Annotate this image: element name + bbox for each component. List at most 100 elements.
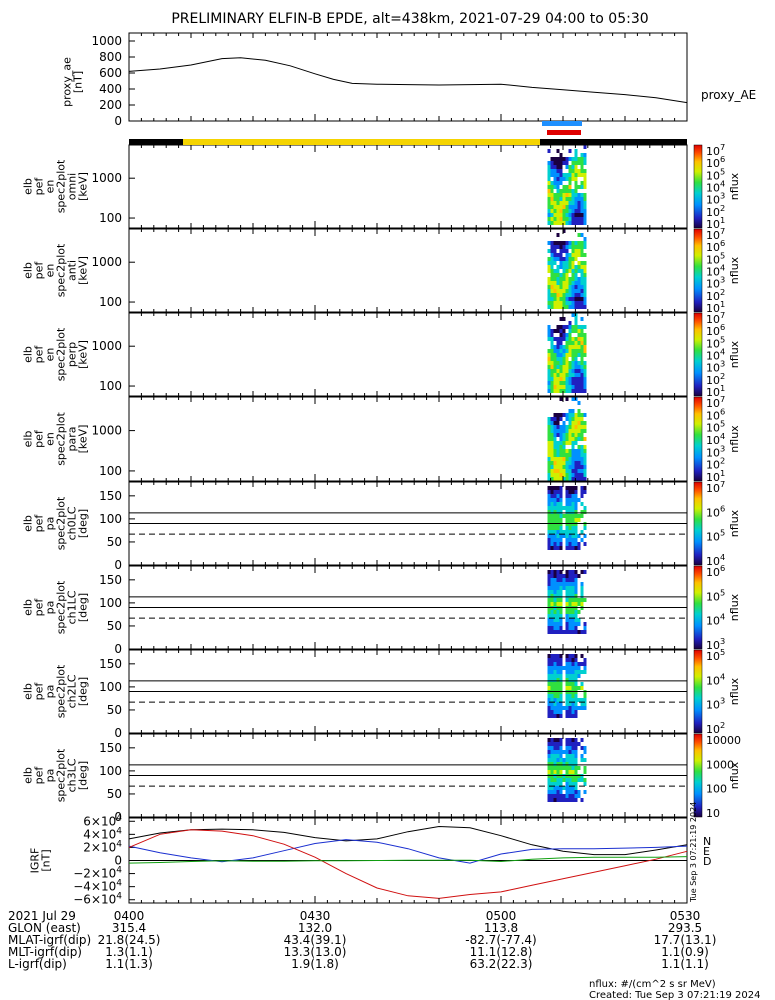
heatmap-cell [571,770,575,774]
heatmap-cell [556,618,560,622]
igrf-series-2 [128,829,688,899]
heatmap-cell [568,457,572,461]
heatmap-cell [547,197,551,201]
heatmap-cell [562,325,566,329]
heatmap-cell [550,289,554,293]
heatmap-cell [574,694,578,698]
heatmap-cell [574,510,578,514]
heatmap-cell [571,213,575,217]
heatmap-cell [553,369,557,373]
heatmap-cell [559,578,563,582]
heatmap-cell [547,738,551,742]
heatmap-cell [562,205,566,209]
heatmap-cell [550,542,554,546]
heatmap-cell [583,770,587,774]
heatmap-cell [562,157,566,161]
heatmap-cell [580,337,584,341]
heatmap-cell [565,325,569,329]
heatmap-cell [568,574,572,578]
heatmap-cell [565,494,569,498]
heatmap-cell [565,353,569,357]
heatmap-cell [571,502,575,506]
heatmap-cell [568,674,572,678]
heatmap-cell [559,658,563,662]
heatmap-cell [571,433,575,437]
colorbar-tick-label: 100 [706,783,727,796]
heatmap-cell [559,622,563,626]
heatmap-cell [577,337,581,341]
heatmap-cell [547,666,551,670]
heatmap-cell [568,449,572,453]
igrf-series-3 [128,856,688,864]
heatmap-cell [559,706,563,710]
heatmap-cell [547,494,551,498]
heatmap-cell [574,582,578,586]
heatmap-cell [559,297,563,301]
heatmap-cell [550,570,554,574]
heatmap-cell [553,506,557,510]
heatmap-cell [553,666,557,670]
heatmap-cell [553,345,557,349]
heatmap-cell [550,461,554,465]
heatmap-cell [568,778,572,782]
heatmap-cell [568,610,572,614]
heatmap-cell [553,770,557,774]
heatmap-cell [565,534,569,538]
heatmap-cell [547,714,551,718]
colorbar-tick-label: 103 [706,696,725,712]
heatmap-cell [562,269,566,273]
heatmap-cell [574,578,578,582]
heatmap-cell [583,506,587,510]
heatmap-cell [571,666,575,670]
heatmap-cell [556,357,560,361]
heatmap-cell [553,257,557,261]
heatmap-cell [574,490,578,494]
heatmap-cell [571,373,575,377]
heatmap-cell [580,281,584,285]
heatmap-cell [574,534,578,538]
heatmap-cell [550,429,554,433]
heatmap-cell [556,473,560,477]
heatmap-cell [577,622,581,626]
heatmap-cell [574,357,578,361]
science-bar-on [183,139,540,145]
heatmap-cell [553,289,557,293]
heatmap-cell [556,389,560,393]
heatmap-cell [574,614,578,618]
heatmap-cell [571,578,575,582]
heatmap-cell [547,349,551,353]
heatmap-cell [550,506,554,510]
heatmap-cell [556,590,560,594]
heatmap-cell [550,698,554,702]
ephemeris-value: 11.1(12.8) [470,945,533,959]
y-tick-label: 150 [99,741,122,755]
heatmap-cell [565,586,569,590]
heatmap-cell [565,289,569,293]
heatmap-cell [550,694,554,698]
colorbar-tick-label: 105 [706,528,725,544]
heatmap-cell [568,221,572,225]
heatmap-cell [550,209,554,213]
heatmap-cell [577,385,581,389]
heatmap-cell [553,381,557,385]
heatmap-cell [568,594,572,598]
heatmap-cell [553,490,557,494]
heatmap-cell [577,445,581,449]
heatmap-cell [571,686,575,690]
heatmap-cell [574,610,578,614]
heatmap-cell [550,477,554,481]
heatmap-cell [583,490,587,494]
heatmap-cell [550,337,554,341]
heatmap-cell [553,598,557,602]
heatmap-cell [556,610,560,614]
heatmap-cell [550,710,554,714]
heatmap-cell [556,425,560,429]
heatmap-cell [568,429,572,433]
heatmap-cell [574,265,578,269]
heatmap-cell [568,710,572,714]
heatmap-cell [574,213,578,217]
ephemeris-row-label: MLT-igrf(dip) [8,945,82,959]
heatmap-cell [580,245,584,249]
heatmap-cell [565,798,569,802]
